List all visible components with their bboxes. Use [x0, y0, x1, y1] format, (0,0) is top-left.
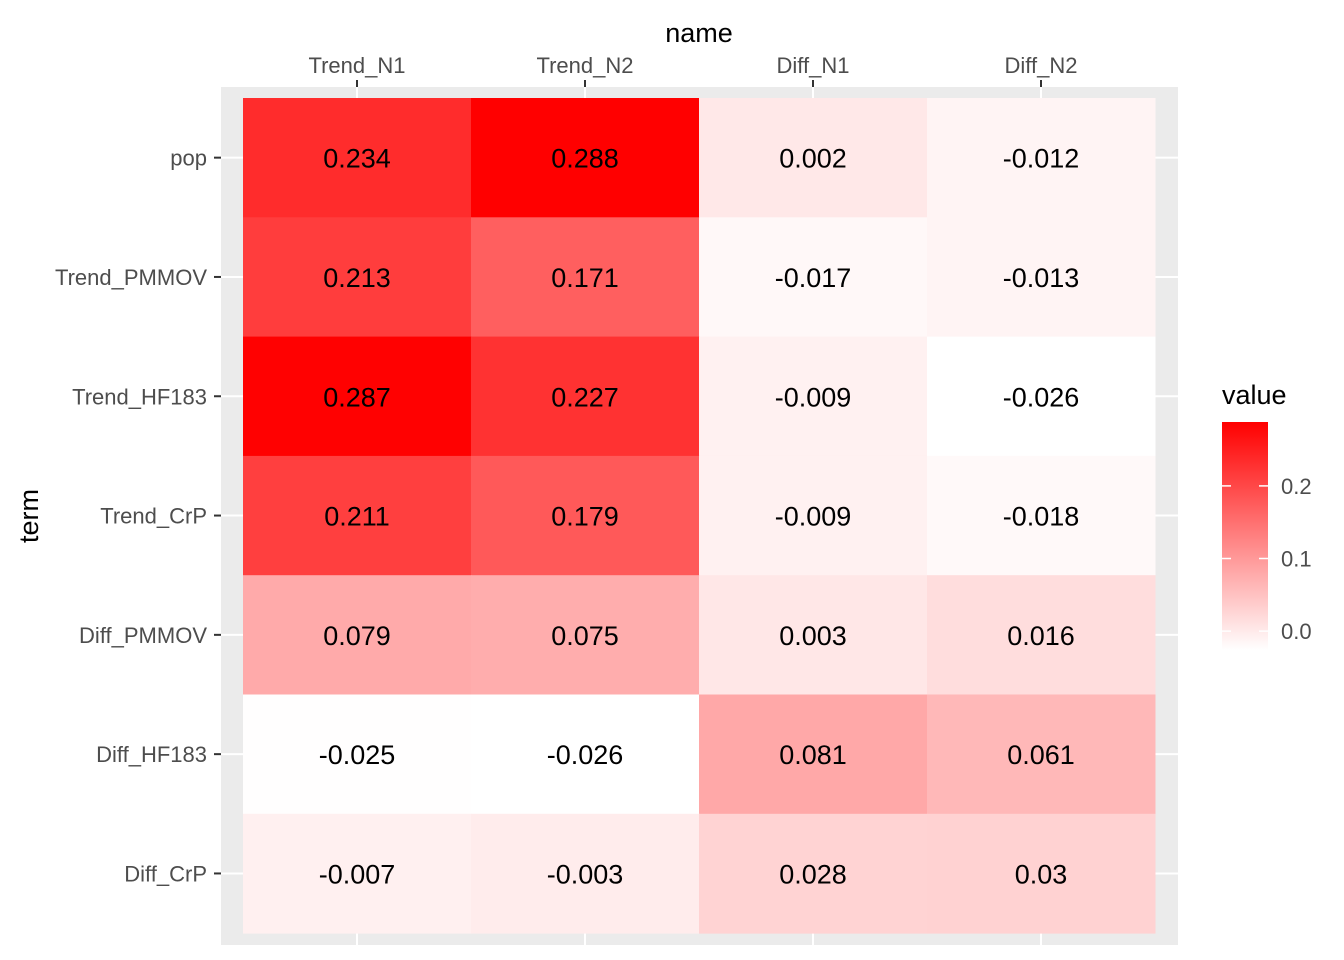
y-tick-label: Trend_CrP — [100, 504, 207, 529]
heatmap-cell — [927, 455, 1156, 576]
cell-value-label: -0.009 — [775, 382, 852, 412]
heatmap-cell — [699, 575, 928, 695]
heatmap-cell — [699, 98, 928, 218]
cell-value-label: 0.287 — [323, 382, 391, 412]
x-tick-label: Diff_N1 — [777, 53, 850, 78]
x-tick-label: Diff_N2 — [1005, 53, 1078, 78]
legend: value 0.0 0.1 0.2 — [1222, 380, 1312, 650]
heatmap-cell — [699, 813, 928, 934]
legend-title: value — [1222, 380, 1287, 410]
heatmap-cell — [471, 217, 700, 338]
cell-value-label: 0.003 — [779, 621, 847, 651]
heatmap-cell — [471, 98, 700, 218]
heatmap-cell — [927, 813, 1156, 934]
cell-value-label: 0.213 — [323, 263, 391, 293]
x-axis: Trend_N1 Trend_N2 Diff_N1 Diff_N2 — [308, 53, 1077, 87]
y-tick-label: Diff_PMMOV — [79, 623, 207, 648]
y-tick-label: Diff_CrP — [124, 861, 207, 886]
legend-tick-label: 0.1 — [1281, 547, 1312, 572]
cell-value-label: 0.016 — [1007, 621, 1075, 651]
cell-value-label: 0.179 — [551, 502, 619, 532]
cell-labels: 0.234 0.288 0.002 -0.012 0.213 0.171 -0.017 -0.… — [319, 144, 1080, 890]
cell-value-label: 0.227 — [551, 382, 619, 412]
y-axis-title: term — [14, 489, 44, 543]
y-tick-label: Trend_PMMOV — [55, 265, 207, 290]
heatmap-cell — [471, 455, 700, 576]
cell-value-label: -0.025 — [319, 740, 396, 770]
cell-value-label: 0.211 — [324, 502, 390, 532]
y-tick-label: Trend_HF183 — [72, 384, 207, 409]
heatmap-cell — [243, 813, 472, 934]
cell-value-label: -0.013 — [1003, 263, 1080, 293]
cell-value-label: 0.081 — [779, 740, 847, 770]
cell-value-label: -0.007 — [319, 859, 396, 889]
heatmap-cell — [471, 694, 700, 815]
x-tick-label: Trend_N1 — [308, 53, 405, 78]
heatmap-cell — [699, 336, 928, 457]
heatmap-cells — [243, 98, 1156, 934]
heatmap-cell — [927, 217, 1156, 338]
cell-value-label: 0.079 — [323, 621, 391, 651]
heatmap-cell — [243, 455, 472, 576]
cell-value-label: -0.018 — [1003, 502, 1080, 532]
heatmap-cell — [699, 455, 928, 576]
cell-value-label: 0.002 — [779, 144, 847, 174]
y-axis: pop Trend_PMMOV Trend_HF183 Trend_CrP Diff_P… — [55, 146, 221, 886]
heatmap-cell — [927, 694, 1156, 815]
cell-value-label: 0.171 — [551, 263, 619, 293]
heatmap-cell — [471, 336, 700, 457]
cell-value-label: -0.026 — [1003, 382, 1080, 412]
heatmap-cell — [243, 575, 472, 695]
heatmap-cell — [243, 694, 472, 815]
heatmap-cell — [927, 336, 1156, 457]
cell-value-label: -0.026 — [547, 740, 624, 770]
cell-value-label: -0.012 — [1003, 144, 1080, 174]
legend-tick-label: 0.0 — [1281, 619, 1312, 644]
legend-ticks: 0.0 0.1 0.2 — [1222, 474, 1312, 644]
cell-value-label: 0.028 — [779, 859, 847, 889]
y-tick-label: Diff_HF183 — [96, 742, 207, 767]
heatmap-cell — [243, 336, 472, 457]
cell-value-label: 0.075 — [551, 621, 619, 651]
x-tick-label: Trend_N2 — [536, 53, 633, 78]
heatmap-cell — [471, 575, 700, 695]
cell-value-label: 0.03 — [1015, 859, 1068, 889]
x-axis-title: name — [665, 18, 733, 48]
heatmap-cell — [927, 98, 1156, 218]
cell-value-label: 0.288 — [551, 144, 619, 174]
heatmap-cell — [243, 217, 472, 338]
cell-value-label: 0.234 — [323, 144, 391, 174]
cell-value-label: -0.009 — [775, 502, 852, 532]
legend-tick-label: 0.2 — [1281, 474, 1312, 499]
legend-colorbar — [1222, 422, 1268, 650]
heatmap-cell — [927, 575, 1156, 695]
cell-value-label: 0.061 — [1007, 740, 1075, 770]
cell-value-label: -0.003 — [547, 859, 624, 889]
cell-value-label: -0.017 — [775, 263, 852, 293]
heatmap-cell — [699, 217, 928, 338]
heatmap-cell — [471, 813, 700, 934]
heatmap-cell — [243, 98, 472, 218]
y-tick-label: pop — [170, 146, 207, 171]
heatmap-cell — [699, 694, 928, 815]
